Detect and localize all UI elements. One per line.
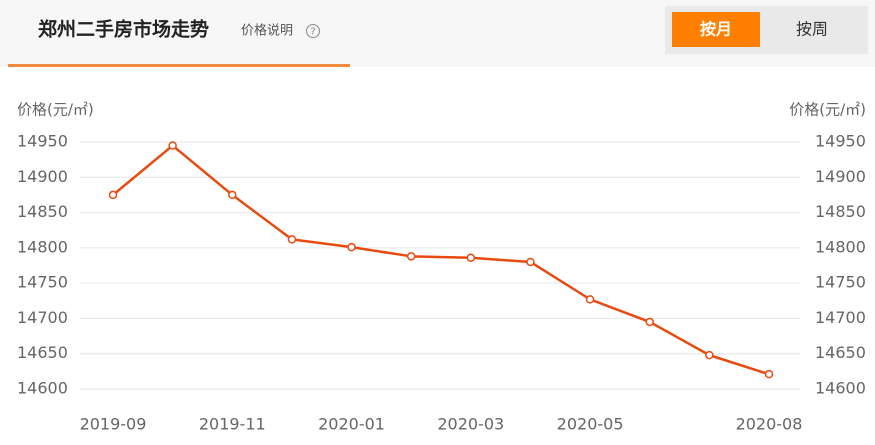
y-tick-label: 14850 xyxy=(17,202,68,221)
point xyxy=(287,235,297,244)
y2-tick-label: 14800 xyxy=(815,237,866,256)
header-divider xyxy=(0,65,875,66)
line xyxy=(112,144,770,376)
y2-tick-label: 14600 xyxy=(815,379,866,398)
title: 郑州二手房市场走势 xyxy=(38,18,209,41)
y2-tick-label: 14700 xyxy=(815,308,866,327)
x-tick-label: 2020-05 xyxy=(557,415,624,434)
x-tick-label: 2019-11 xyxy=(199,415,266,434)
point xyxy=(228,190,237,200)
tab[interactable]: 按周 xyxy=(796,20,828,39)
point xyxy=(108,190,118,200)
point xyxy=(526,257,535,267)
point xyxy=(585,295,595,304)
point xyxy=(406,252,416,261)
point xyxy=(168,141,177,150)
y-tick-label: 14600 xyxy=(17,379,68,398)
header-underline xyxy=(8,64,350,67)
y-tick-label: 14900 xyxy=(17,167,68,186)
tab[interactable]: 按月 xyxy=(700,20,732,39)
y-axis-label: 价格(元/㎡) xyxy=(17,101,94,119)
y-tick-label: 14650 xyxy=(17,343,68,362)
y2-axis-label: 价格(元/㎡) xyxy=(789,101,866,119)
y-tick-label: 14700 xyxy=(17,308,68,327)
point xyxy=(705,350,714,360)
y2-tick-label: 14900 xyxy=(815,167,866,186)
help-icon-circle[interactable] xyxy=(306,24,320,38)
x-tick-label: 2020-01 xyxy=(318,415,385,434)
y2-tick-label: 14650 xyxy=(815,343,866,362)
tab-active-bg[interactable] xyxy=(672,12,760,47)
help-icon[interactable]: ? xyxy=(310,27,315,38)
point xyxy=(347,242,356,252)
point xyxy=(645,317,654,327)
y2-tick-label: 14950 xyxy=(815,132,866,151)
y-tick-label: 14950 xyxy=(17,132,68,151)
point xyxy=(466,253,476,262)
point xyxy=(764,369,774,379)
y2-tick-label: 14750 xyxy=(815,273,866,292)
y2-tick-label: 14850 xyxy=(815,202,866,221)
x-tick-label: 2020-03 xyxy=(437,415,504,434)
x-tick-label: 2019-09 xyxy=(80,415,147,434)
y-tick-label: 14800 xyxy=(17,237,68,256)
x-tick-label: 2020-08 xyxy=(736,415,803,434)
info-label[interactable]: 价格说明 xyxy=(241,23,293,39)
y-tick-label: 14750 xyxy=(17,273,68,292)
